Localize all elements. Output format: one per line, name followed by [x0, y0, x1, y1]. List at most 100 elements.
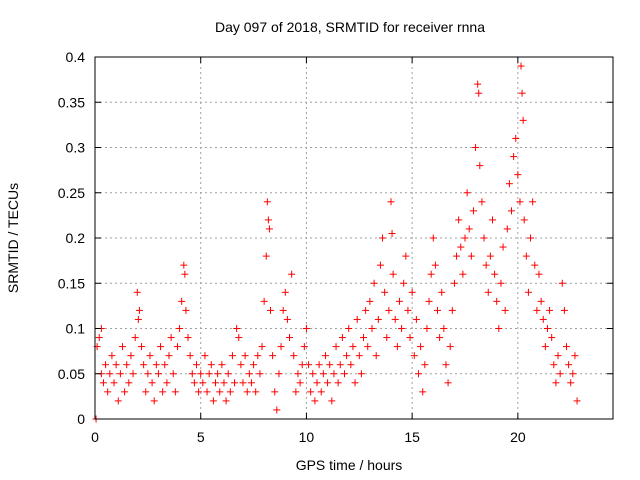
- data-point: [461, 234, 469, 242]
- data-point: [298, 361, 306, 369]
- data-point: [315, 361, 323, 369]
- data-point: [510, 153, 518, 161]
- data-point: [252, 388, 260, 396]
- data-point: [228, 352, 236, 360]
- data-point: [558, 279, 566, 287]
- data-point: [372, 352, 380, 360]
- data-point: [550, 361, 558, 369]
- data-point: [499, 243, 507, 251]
- data-point: [319, 370, 327, 378]
- data-point: [431, 261, 439, 269]
- data-point: [292, 388, 300, 396]
- data-point: [216, 388, 224, 396]
- x-tick-label: 10: [299, 429, 315, 445]
- data-point: [131, 334, 139, 342]
- y-tick-label: 0.25: [58, 185, 85, 201]
- data-point: [300, 343, 308, 351]
- y-tick-label: 0.4: [66, 49, 86, 65]
- data-point: [417, 343, 425, 351]
- data-point: [273, 406, 281, 414]
- data-point: [427, 270, 435, 278]
- data-point: [414, 370, 422, 378]
- data-point: [161, 361, 169, 369]
- data-point: [275, 370, 283, 378]
- data-point: [140, 361, 148, 369]
- data-point: [290, 352, 298, 360]
- data-point: [326, 361, 334, 369]
- data-point: [288, 270, 296, 278]
- data-point: [201, 352, 209, 360]
- data-point: [497, 279, 505, 287]
- data-point: [184, 334, 192, 342]
- data-point: [224, 370, 232, 378]
- data-point: [410, 352, 418, 360]
- data-point: [493, 297, 501, 305]
- data-point: [408, 288, 416, 296]
- data-point: [266, 306, 274, 314]
- x-tick-label: 0: [91, 429, 99, 445]
- data-point: [366, 297, 374, 305]
- data-point: [245, 370, 253, 378]
- data-point: [412, 315, 420, 323]
- data-point: [154, 370, 162, 378]
- data-point: [330, 370, 338, 378]
- data-point: [519, 116, 527, 124]
- data-point: [123, 361, 131, 369]
- data-point: [294, 370, 302, 378]
- data-point: [190, 379, 198, 387]
- data-point: [436, 334, 444, 342]
- data-point: [180, 261, 188, 269]
- data-point: [573, 397, 581, 405]
- data-point: [195, 388, 203, 396]
- data-point: [203, 388, 211, 396]
- data-point: [243, 388, 251, 396]
- data-point: [269, 352, 277, 360]
- y-tick-label: 0.35: [58, 94, 85, 110]
- data-point: [512, 134, 520, 142]
- data-point: [222, 397, 230, 405]
- data-point: [112, 361, 120, 369]
- data-point: [516, 198, 524, 206]
- data-point: [263, 198, 271, 206]
- data-point: [552, 379, 560, 387]
- data-point: [260, 297, 268, 305]
- data-point: [527, 234, 535, 242]
- data-point: [334, 379, 342, 387]
- data-point: [214, 370, 222, 378]
- data-point: [448, 306, 456, 314]
- data-point: [469, 207, 477, 215]
- data-point: [165, 352, 173, 360]
- data-point: [279, 306, 287, 314]
- data-point: [258, 343, 266, 351]
- data-point: [398, 325, 406, 332]
- data-point: [182, 306, 190, 314]
- data-point: [467, 252, 475, 260]
- data-point: [205, 370, 213, 378]
- data-point: [455, 216, 463, 224]
- data-point: [520, 216, 528, 224]
- data-point: [104, 388, 112, 396]
- data-point: [543, 325, 551, 332]
- data-point: [389, 270, 397, 278]
- data-point: [233, 325, 241, 332]
- data-point: [144, 370, 152, 378]
- axes: 0 5 10 15 20 0 0.05 0.1 0.15 0.2 0.25 0.3 0.35 0.4: [58, 49, 614, 445]
- data-point: [517, 62, 525, 70]
- data-point: [305, 361, 313, 369]
- data-point: [239, 379, 247, 387]
- data-point: [565, 361, 573, 369]
- x-tick-label: 5: [197, 429, 205, 445]
- data-point: [167, 334, 175, 342]
- data-point: [421, 361, 429, 369]
- data-point: [383, 334, 391, 342]
- data-point: [402, 252, 410, 260]
- data-point: [554, 352, 562, 360]
- data-point: [484, 288, 492, 296]
- data-point: [311, 397, 319, 405]
- data-point: [129, 370, 137, 378]
- data-point: [146, 352, 154, 360]
- data-point: [357, 370, 365, 378]
- data-point: [343, 352, 351, 360]
- x-tick-label: 15: [404, 429, 420, 445]
- data-point: [434, 306, 442, 314]
